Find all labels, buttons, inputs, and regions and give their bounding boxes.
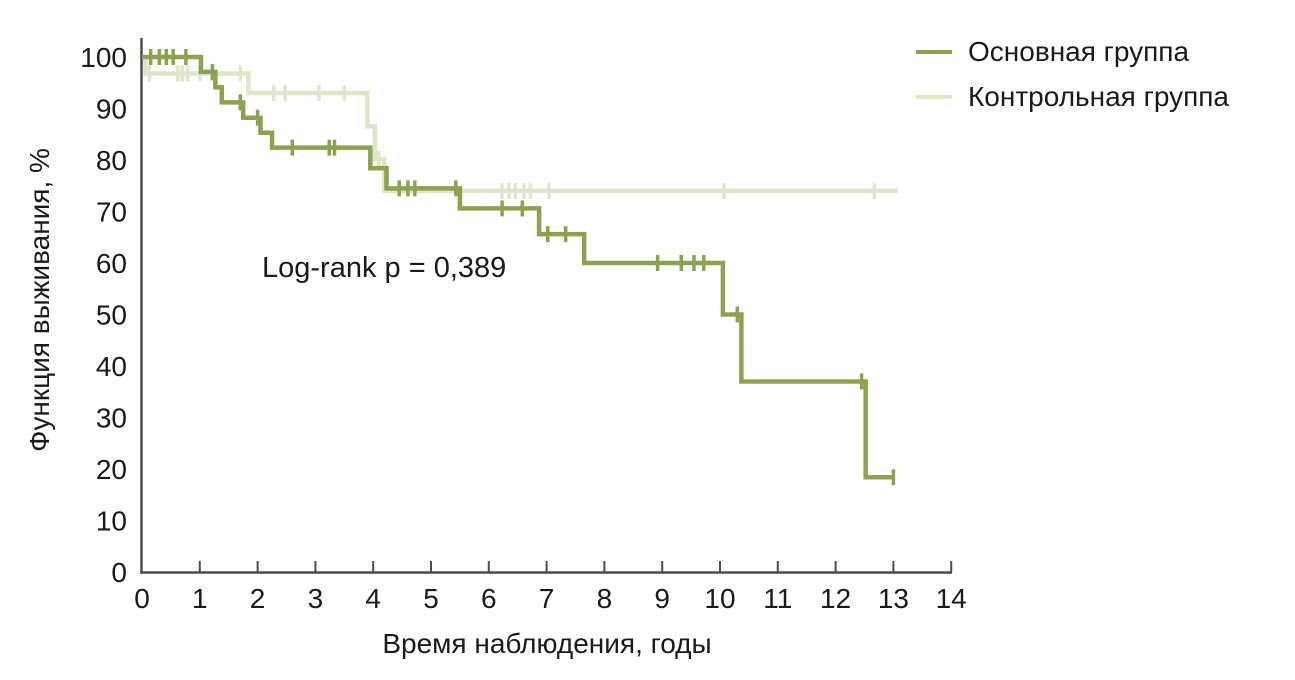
log-rank-annotation: Log-rank p = 0,389 [262,252,507,284]
x-tick-label: 10 [704,583,735,614]
y-tick-label: 70 [96,197,127,228]
survival-curve-control-group [142,54,899,194]
legend-item-main-group: Основная группа [916,36,1229,67]
x-tick-label: 6 [481,583,497,614]
x-tick-label: 11 [763,583,792,614]
x-tick-label: 12 [820,583,851,614]
x-tick-label: 13 [878,583,909,614]
y-tick-label: 20 [96,454,127,485]
y-tick-label: 10 [96,506,127,537]
x-tick-label: 1 [192,583,208,614]
x-tick-label: 2 [250,583,266,614]
legend-label-control-group: Контрольная группа [968,81,1229,112]
y-tick-label: 80 [96,145,127,176]
x-tick-label: 0 [134,583,150,614]
x-tick-label: 5 [423,583,439,614]
x-tick-label: 7 [539,583,555,614]
legend-swatch-control-group [916,94,952,99]
y-tick-label: 40 [96,351,127,382]
x-tick-label: 3 [308,583,324,614]
x-tick-label: 4 [365,583,381,614]
legend-label-main-group: Основная группа [968,36,1190,67]
y-tick-label: 0 [111,557,127,588]
x-tick-label: 8 [597,583,613,614]
survival-curve-main-group [142,54,894,480]
y-tick-label: 30 [96,403,127,434]
legend-item-control-group: Контрольная группа [916,81,1229,112]
x-tick-label: 14 [936,583,967,614]
legend-swatch-main-group [916,49,952,54]
legend: Основная группа Контрольная группа [916,36,1229,112]
y-axis-title: Функция выживания, % [24,148,55,452]
y-tick-label: 90 [96,94,127,125]
x-tick-label: 9 [654,583,670,614]
y-tick-label: 60 [96,248,127,279]
y-tick-label: 100 [80,42,127,73]
x-axis-title: Время наблюдения, годы [382,628,712,659]
y-tick-label: 50 [96,300,127,331]
